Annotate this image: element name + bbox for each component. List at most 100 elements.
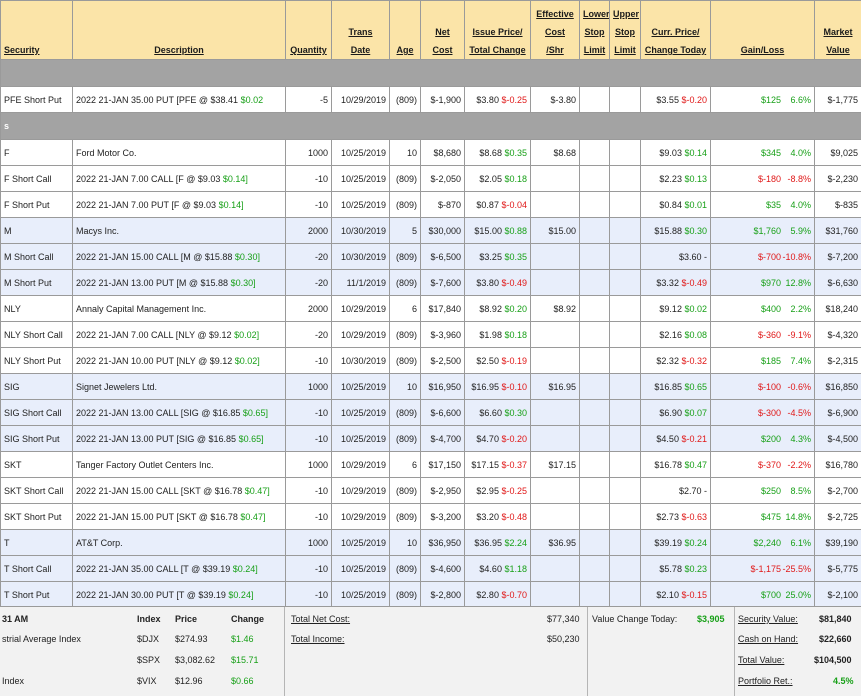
cell-security[interactable]: F Short Call — [0, 165, 73, 192]
cell-upper-stop[interactable] — [609, 373, 641, 400]
cell-gain-loss[interactable]: $-700-10.8% — [710, 243, 815, 270]
cell-net-cost[interactable]: $16,950 — [420, 373, 465, 400]
cell-quantity[interactable]: -20 — [285, 243, 332, 270]
cell-upper-stop[interactable] — [609, 191, 641, 218]
cell-gain-loss[interactable]: $185 7.4% — [710, 347, 815, 374]
cell-upper-stop[interactable] — [609, 217, 641, 244]
cell-lower-stop[interactable] — [579, 165, 610, 192]
cell-gain-loss[interactable]: $-300 -4.5% — [710, 399, 815, 426]
cell-trans-date[interactable]: 10/29/2019 — [331, 451, 390, 478]
cell-upper-stop[interactable] — [609, 165, 641, 192]
cell-upper-stop[interactable] — [609, 529, 641, 556]
cell-quantity[interactable]: -10 — [285, 555, 332, 582]
cell-quantity[interactable]: 1000 — [285, 139, 332, 166]
cell-net-cost[interactable]: $-2,500 — [420, 347, 465, 374]
cell-trans-date[interactable]: 10/30/2019 — [331, 347, 390, 374]
cell-age[interactable]: 10 — [389, 139, 421, 166]
cell-quantity[interactable]: 1000 — [285, 373, 332, 400]
col-net-cost[interactable]: Net Cost — [420, 0, 465, 60]
cell-issue-price[interactable]: $17.15 $-0.37 — [464, 451, 531, 478]
table-row[interactable]: SKT Tanger Factory Outlet Centers Inc. 100… — [0, 451, 861, 478]
cell-lower-stop[interactable] — [579, 425, 610, 452]
cell-net-cost[interactable]: $-2,800 — [420, 581, 465, 608]
col-upper-stop[interactable]: Upper Stop Limit — [609, 0, 641, 60]
cell-curr-price[interactable]: $39.19 $0.24 — [640, 529, 711, 556]
cell-gain-loss[interactable]: $-100 -0.6% — [710, 373, 815, 400]
cell-gain-loss[interactable]: $345 4.0% — [710, 139, 815, 166]
cell-lower-stop[interactable] — [579, 503, 610, 530]
table-row[interactable]: SIG Short Put 2022 21-JAN 13.00 PUT [SIG … — [0, 425, 861, 452]
cell-age[interactable]: 10 — [389, 529, 421, 556]
cell-lower-stop[interactable] — [579, 217, 610, 244]
cell-market-value[interactable]: $18,240 — [814, 295, 861, 322]
cell-lower-stop[interactable] — [579, 295, 610, 322]
cell-market-value[interactable]: $-1,775 — [814, 86, 861, 113]
cell-age[interactable]: 6 — [389, 295, 421, 322]
cell-market-value[interactable]: $-2,230 — [814, 165, 861, 192]
cell-market-value[interactable]: $39,190 — [814, 529, 861, 556]
cell-curr-price[interactable]: $15.88 $0.30 — [640, 217, 711, 244]
cell-effective-cost[interactable]: $17.15 — [530, 451, 580, 478]
cell-effective-cost[interactable] — [530, 165, 580, 192]
cell-age[interactable]: (809) — [389, 477, 421, 504]
cell-issue-price[interactable]: $8.92 $0.20 — [464, 295, 531, 322]
cell-description[interactable]: 2022 21-JAN 13.00 CALL [SIG @ $16.85 $0.… — [72, 399, 286, 426]
cell-security[interactable]: T — [0, 529, 73, 556]
cell-upper-stop[interactable] — [609, 295, 641, 322]
cell-effective-cost[interactable] — [530, 243, 580, 270]
cell-issue-price[interactable]: $1.98 $0.18 — [464, 321, 531, 348]
cell-curr-price[interactable]: $5.78 $0.23 — [640, 555, 711, 582]
cell-effective-cost[interactable] — [530, 191, 580, 218]
cell-lower-stop[interactable] — [579, 373, 610, 400]
cell-quantity[interactable]: -10 — [285, 425, 332, 452]
cell-upper-stop[interactable] — [609, 477, 641, 504]
cell-upper-stop[interactable] — [609, 321, 641, 348]
table-row[interactable]: SKT Short Put 2022 21-JAN 15.00 PUT [SKT … — [0, 503, 861, 530]
cell-trans-date[interactable]: 10/25/2019 — [331, 399, 390, 426]
cell-security[interactable]: T Short Call — [0, 555, 73, 582]
table-row[interactable]: SIG Short Call 2022 21-JAN 13.00 CALL [SI… — [0, 399, 861, 426]
cell-lower-stop[interactable] — [579, 191, 610, 218]
col-market-value[interactable]: Market Value — [814, 0, 861, 60]
cell-security[interactable]: T Short Put — [0, 581, 73, 608]
cell-description[interactable]: 2022 21-JAN 13.00 PUT [SIG @ $16.85 $0.6… — [72, 425, 286, 452]
cell-security[interactable]: M Short Call — [0, 243, 73, 270]
cell-market-value[interactable]: $-4,320 — [814, 321, 861, 348]
cell-description[interactable]: 2022 21-JAN 7.00 PUT [F @ $9.03 $0.14] — [72, 191, 286, 218]
cell-curr-price[interactable]: $9.12 $0.02 — [640, 295, 711, 322]
cell-lower-stop[interactable] — [579, 529, 610, 556]
cell-effective-cost[interactable] — [530, 503, 580, 530]
cell-quantity[interactable]: 1000 — [285, 529, 332, 556]
cell-trans-date[interactable]: 10/30/2019 — [331, 243, 390, 270]
cell-trans-date[interactable]: 10/25/2019 — [331, 581, 390, 608]
cell-market-value[interactable]: $16,780 — [814, 451, 861, 478]
cell-issue-price[interactable]: $3.25 $0.35 — [464, 243, 531, 270]
cell-trans-date[interactable]: 10/29/2019 — [331, 86, 390, 113]
cell-lower-stop[interactable] — [579, 86, 610, 113]
table-row[interactable]: SKT Short Call 2022 21-JAN 15.00 CALL [SK… — [0, 477, 861, 504]
cell-net-cost[interactable]: $-3,960 — [420, 321, 465, 348]
cell-gain-loss[interactable]: $-180 -8.8% — [710, 165, 815, 192]
cell-gain-loss[interactable]: $200 4.3% — [710, 425, 815, 452]
cell-issue-price[interactable]: $3.80 $-0.49 — [464, 269, 531, 296]
cell-trans-date[interactable]: 10/25/2019 — [331, 165, 390, 192]
table-row[interactable]: F Short Put 2022 21-JAN 7.00 PUT [F @ $9.… — [0, 191, 861, 218]
cell-effective-cost[interactable]: $36.95 — [530, 529, 580, 556]
cell-trans-date[interactable]: 10/29/2019 — [331, 295, 390, 322]
cell-upper-stop[interactable] — [609, 399, 641, 426]
table-row[interactable]: M Macys Inc. 2000 10/30/2019 5 $30,000 $15.00 … — [0, 217, 861, 244]
cell-quantity[interactable]: -10 — [285, 347, 332, 374]
cell-effective-cost[interactable] — [530, 581, 580, 608]
col-curr-price[interactable]: Curr. Price/Change Today — [640, 0, 711, 60]
cell-age[interactable]: (809) — [389, 165, 421, 192]
cell-age[interactable]: (809) — [389, 399, 421, 426]
table-row[interactable]: M Short Put 2022 21-JAN 13.00 PUT [M @ $1… — [0, 269, 861, 296]
cell-upper-stop[interactable] — [609, 243, 641, 270]
cell-security[interactable]: NLY Short Call — [0, 321, 73, 348]
cell-net-cost[interactable]: $-870 — [420, 191, 465, 218]
cell-quantity[interactable]: -10 — [285, 191, 332, 218]
cell-description[interactable]: 2022 21-JAN 35.00 CALL [T @ $39.19 $0.24… — [72, 555, 286, 582]
cell-market-value[interactable]: $-2,100 — [814, 581, 861, 608]
cell-gain-loss[interactable]: $-370 -2.2% — [710, 451, 815, 478]
cell-security[interactable]: NLY Short Put — [0, 347, 73, 374]
